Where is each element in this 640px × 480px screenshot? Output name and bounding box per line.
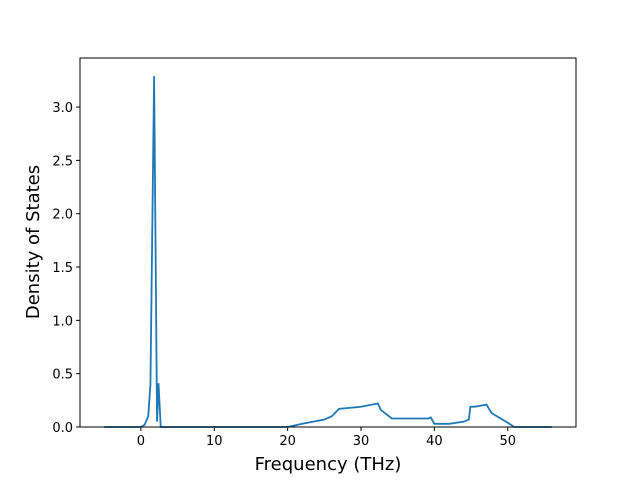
y-tick-label: 1.5 (52, 261, 73, 276)
x-tick-label: 10 (206, 434, 223, 449)
x-tick-label: 40 (426, 434, 443, 449)
y-tick-label: 2.5 (52, 154, 73, 169)
y-tick-label: 0.0 (52, 421, 73, 436)
line (104, 76, 552, 428)
x-tick-label: 20 (279, 434, 296, 449)
y-tick-label: 2.0 (52, 208, 73, 223)
y-tick-label: 0.5 (52, 368, 73, 383)
x-tick-label: 0 (137, 434, 145, 449)
x-tick-label: 30 (353, 434, 370, 449)
plot-frame (79, 57, 577, 428)
x-axis-label: Frequency (THz) (255, 454, 402, 475)
y-tick-label: 1.0 (52, 314, 73, 329)
x-tick-label: 50 (499, 434, 516, 449)
y-axis-label: Density of States (23, 165, 44, 319)
y-tick-label: 3.0 (52, 101, 73, 116)
